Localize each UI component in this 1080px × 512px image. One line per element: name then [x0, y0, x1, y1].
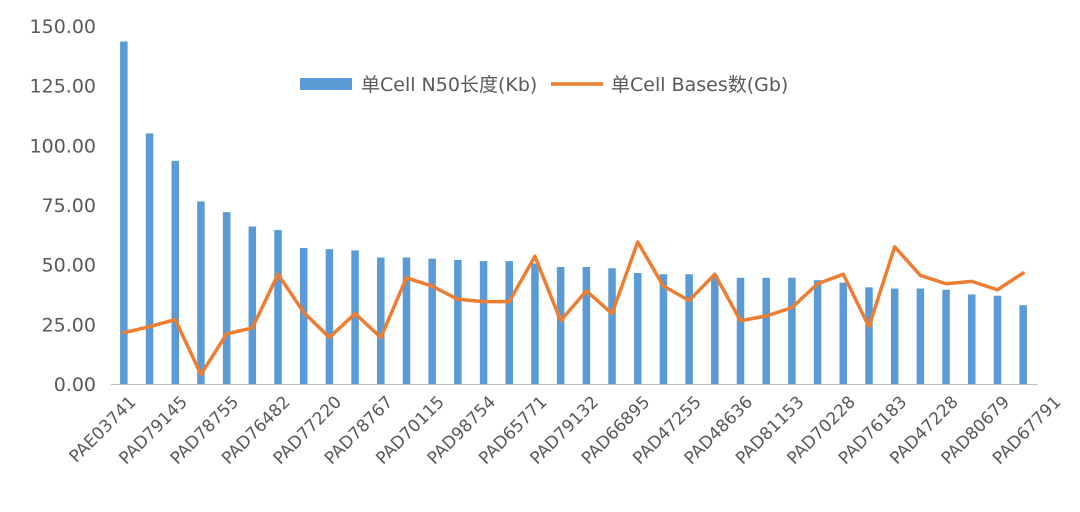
bar	[145, 133, 154, 384]
bar	[762, 277, 770, 384]
legend-label-bases: 单Cell Bases数(Gb)	[611, 74, 788, 96]
y-tick-label: 75.00	[42, 195, 96, 217]
bar	[505, 261, 514, 384]
bar	[608, 268, 616, 384]
bar	[711, 275, 719, 384]
bar	[736, 277, 745, 384]
y-tick-label: 125.00	[30, 76, 96, 98]
bar	[685, 274, 693, 384]
bar	[865, 287, 873, 384]
bar	[531, 263, 539, 384]
bar	[916, 288, 925, 384]
bar	[402, 257, 411, 384]
y-tick-label: 150.00	[30, 16, 96, 38]
bar	[839, 282, 848, 384]
y-axis-ticks: 0.00 25.00 50.00 75.00 100.00 125.00 150.00	[30, 16, 96, 396]
legend: 单Cell N50长度(Kb) 单Cell Bases数(Gb)	[300, 74, 788, 96]
bar	[479, 261, 488, 384]
bar	[171, 160, 179, 384]
bar	[582, 267, 591, 384]
bar	[942, 289, 950, 384]
bar	[788, 277, 796, 384]
bar	[120, 41, 128, 384]
bar	[813, 280, 822, 384]
y-tick-label: 25.00	[42, 314, 96, 336]
bars-layer	[120, 41, 1027, 384]
x-axis-ticks: PAE03741PAD79145PAD78755PAD76482PAD77220…	[66, 392, 1066, 468]
bar	[1019, 305, 1027, 384]
y-tick-label: 100.00	[30, 135, 96, 157]
bar	[248, 226, 257, 384]
bar	[633, 273, 642, 384]
bar	[325, 249, 334, 384]
bar	[890, 288, 899, 384]
bar	[299, 247, 308, 384]
y-tick-label: 0.00	[54, 374, 96, 396]
series-line-bases	[122, 240, 1025, 377]
bar	[993, 295, 1002, 384]
bar	[222, 212, 231, 384]
bar	[659, 274, 668, 384]
bar	[377, 257, 385, 384]
bar	[274, 230, 282, 384]
bar	[351, 250, 359, 384]
legend-label-n50: 单Cell N50长度(Kb)	[361, 74, 537, 96]
legend-swatch-n50	[300, 78, 352, 90]
bar	[197, 201, 205, 384]
y-tick-label: 50.00	[42, 255, 96, 277]
bar	[454, 259, 462, 384]
bar	[428, 258, 436, 384]
bar	[968, 294, 976, 384]
bar	[556, 267, 565, 384]
